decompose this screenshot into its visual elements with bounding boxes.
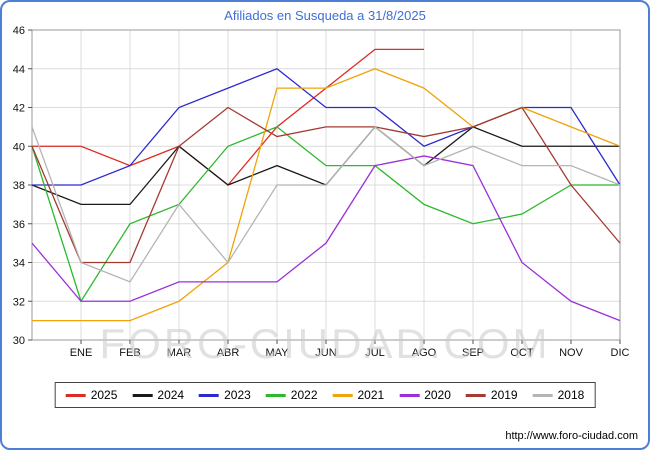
- legend-swatch-2022: [265, 393, 286, 397]
- x-tick-label: NOV: [559, 347, 584, 359]
- legend-label-2021: 2021: [357, 388, 385, 402]
- legend-item-2023: 2023: [199, 388, 251, 402]
- site-url-link[interactable]: http://www.foro-ciudad.com: [505, 430, 638, 442]
- legend-item-2020: 2020: [399, 388, 451, 402]
- legend-item-2025: 2025: [65, 388, 118, 402]
- legend-item-2019: 2019: [465, 388, 518, 402]
- chart-title: Afiliados en Susqueda a 31/8/2025: [224, 8, 426, 23]
- x-tick-label: JUL: [365, 347, 385, 359]
- x-tick-label: SEP: [462, 347, 484, 359]
- x-tick-label: ENE: [70, 347, 93, 359]
- x-tick-label: JUN: [315, 347, 336, 359]
- series-line-2020: [31, 155, 621, 322]
- legend-swatch-2018: [532, 393, 553, 397]
- x-tick-label: DIC: [611, 347, 630, 359]
- y-tick-label: 32: [13, 296, 25, 308]
- legend-label-2020: 2020: [424, 388, 451, 402]
- series-line-2018: [31, 125, 621, 283]
- x-tick-label: MAR: [167, 347, 192, 359]
- legend-swatch-2024: [132, 393, 153, 397]
- y-tick-label: 40: [13, 141, 25, 153]
- y-tick-label: 38: [13, 180, 25, 192]
- y-tick-label: 42: [13, 103, 25, 115]
- y-tick-label: 44: [13, 64, 25, 76]
- legend-label-2022: 2022: [290, 388, 318, 402]
- y-tick-label: 46: [13, 25, 25, 37]
- legend-item-2022: 2022: [265, 388, 318, 402]
- legend-label-2019: 2019: [490, 388, 518, 402]
- x-tick-label: MAY: [265, 347, 289, 359]
- legend-label-2025: 2025: [90, 388, 118, 402]
- y-tick-label: 34: [13, 258, 25, 270]
- series-line-2019: [31, 106, 621, 264]
- legend-swatch-2019: [465, 393, 486, 397]
- legend-item-2018: 2018: [532, 388, 585, 402]
- legend-label-2024: 2024: [157, 388, 185, 402]
- y-tick-label: 36: [13, 219, 25, 231]
- legend-swatch-2023: [199, 393, 220, 397]
- legend-label-2018: 2018: [557, 388, 585, 402]
- chart-legend: 2025 2024 2023 2022 2021 2020 2019 2018: [54, 382, 596, 408]
- x-tick-label: FEB: [119, 347, 140, 359]
- legend-swatch-2021: [332, 393, 353, 397]
- x-tick-label: ABR: [217, 347, 240, 359]
- legend-item-2021: 2021: [332, 388, 385, 402]
- x-tick-label: OCT: [510, 347, 534, 359]
- legend-swatch-2025: [65, 393, 86, 397]
- legend-swatch-2020: [399, 393, 420, 397]
- legend-label-2023: 2023: [224, 388, 251, 402]
- x-tick-label: AGO: [412, 347, 437, 359]
- series-line-2022: [31, 126, 620, 303]
- legend-item-2024: 2024: [132, 388, 184, 402]
- y-tick-label: 30: [13, 335, 25, 347]
